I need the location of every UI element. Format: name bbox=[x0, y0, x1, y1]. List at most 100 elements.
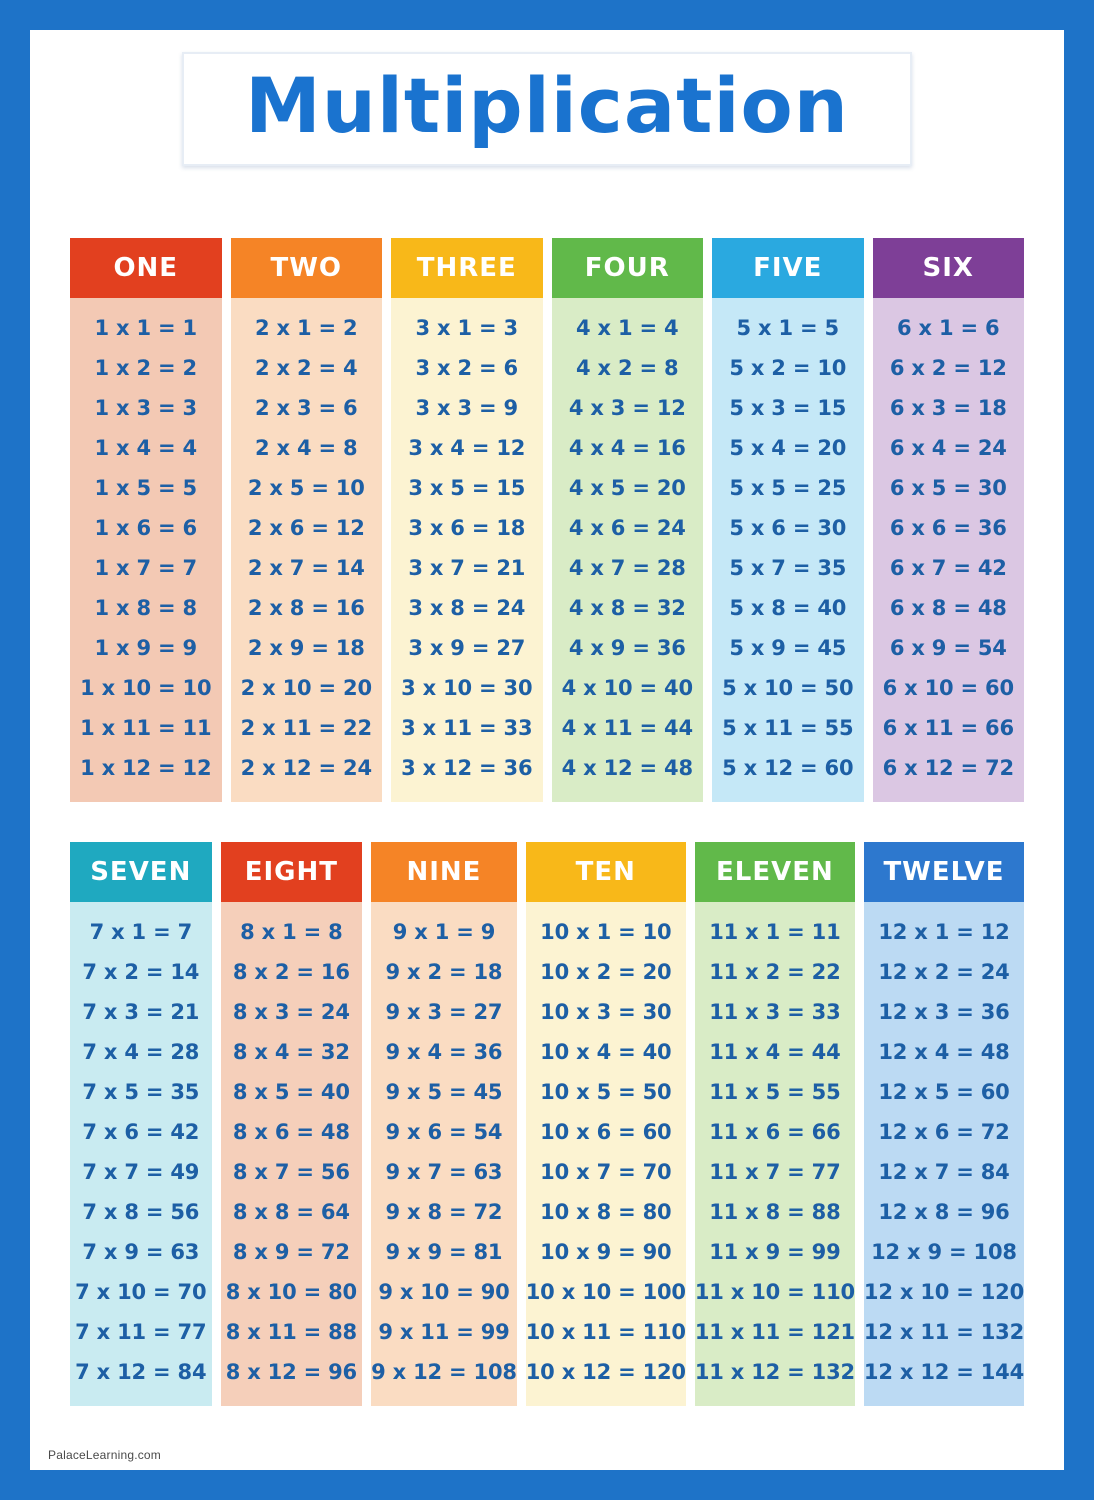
fact-row: 11 x 2 = 22 bbox=[709, 960, 841, 984]
fact-row: 1 x 8 = 8 bbox=[94, 596, 198, 620]
fact-row: 9 x 5 = 45 bbox=[385, 1080, 503, 1104]
fact-row: 7 x 1 = 7 bbox=[89, 920, 193, 944]
fact-row: 9 x 9 = 81 bbox=[385, 1240, 503, 1264]
fact-row: 1 x 10 = 10 bbox=[80, 676, 212, 700]
fact-row: 6 x 8 = 48 bbox=[889, 596, 1007, 620]
table-body-four: 4 x 1 = 4 4 x 2 = 8 4 x 3 = 12 4 x 4 = 16 4 … bbox=[551, 298, 703, 802]
fact-row: 5 x 10 = 50 bbox=[722, 676, 854, 700]
fact-row: 8 x 1 = 8 bbox=[240, 920, 343, 944]
fact-row: 7 x 5 = 35 bbox=[82, 1080, 200, 1104]
fact-row: 2 x 1 = 2 bbox=[255, 316, 358, 340]
fact-row: 10 x 11 = 110 bbox=[525, 1320, 686, 1344]
fact-row: 1 x 3 = 3 bbox=[94, 396, 198, 420]
fact-row: 9 x 10 = 90 bbox=[378, 1280, 510, 1304]
table-one: ONE 1 x 1 = 1 1 x 2 = 2 1 x 3 = 3 1 x 4 = 4 1… bbox=[70, 238, 222, 802]
table-eight: EIGHT 8 x 1 = 8 8 x 2 = 16 8 x 3 = 24 8 x 4 … bbox=[220, 842, 363, 1406]
fact-row: 12 x 12 = 144 bbox=[863, 1360, 1024, 1384]
fact-row: 12 x 7 = 84 bbox=[878, 1160, 1010, 1184]
table-header-three: THREE bbox=[391, 238, 543, 298]
fact-row: 10 x 9 = 90 bbox=[540, 1240, 672, 1264]
poster-paper: Multiplication ONE 1 x 1 = 1 1 x 2 = 2 1 x … bbox=[30, 30, 1064, 1470]
fact-row: 5 x 9 = 45 bbox=[729, 636, 847, 660]
fact-row: 5 x 6 = 30 bbox=[729, 516, 847, 540]
fact-row: 6 x 2 = 12 bbox=[889, 356, 1007, 380]
fact-row: 2 x 7 = 14 bbox=[247, 556, 365, 580]
fact-row: 2 x 9 = 18 bbox=[247, 636, 365, 660]
fact-row: 10 x 2 = 20 bbox=[540, 960, 672, 984]
fact-row: 11 x 3 = 33 bbox=[709, 1000, 841, 1024]
fact-row: 11 x 7 = 77 bbox=[709, 1160, 841, 1184]
fact-row: 5 x 3 = 15 bbox=[729, 396, 847, 420]
fact-row: 11 x 10 = 110 bbox=[694, 1280, 855, 1304]
fact-row: 8 x 4 = 32 bbox=[232, 1040, 350, 1064]
fact-row: 7 x 6 = 42 bbox=[82, 1120, 200, 1144]
fact-row: 5 x 4 = 20 bbox=[729, 436, 847, 460]
table-body-ten: 10 x 1 = 10 10 x 2 = 20 10 x 3 = 30 10 x 4 … bbox=[525, 902, 686, 1406]
fact-row: 2 x 10 = 20 bbox=[240, 676, 372, 700]
table-six: SIX 6 x 1 = 6 6 x 2 = 12 6 x 3 = 18 6 x 4 = … bbox=[872, 238, 1024, 802]
fact-row: 10 x 3 = 30 bbox=[540, 1000, 672, 1024]
fact-row: 6 x 6 = 36 bbox=[889, 516, 1007, 540]
fact-row: 11 x 9 = 99 bbox=[709, 1240, 841, 1264]
fact-row: 11 x 5 = 55 bbox=[709, 1080, 841, 1104]
fact-row: 10 x 10 = 100 bbox=[525, 1280, 686, 1304]
fact-row: 7 x 11 = 77 bbox=[75, 1320, 207, 1344]
fact-row: 2 x 8 = 16 bbox=[247, 596, 365, 620]
table-body-three: 3 x 1 = 3 3 x 2 = 6 3 x 3 = 9 3 x 4 = 12 3 x… bbox=[391, 298, 543, 802]
fact-row: 11 x 11 = 121 bbox=[694, 1320, 855, 1344]
fact-row: 1 x 4 = 4 bbox=[94, 436, 198, 460]
table-body-two: 2 x 1 = 2 2 x 2 = 4 2 x 3 = 6 2 x 4 = 8 2 x … bbox=[230, 298, 382, 802]
table-eleven: ELEVEN 11 x 1 = 11 11 x 2 = 22 11 x 3 = 33 1… bbox=[694, 842, 855, 1406]
fact-row: 11 x 1 = 11 bbox=[709, 920, 841, 944]
fact-row: 11 x 6 = 66 bbox=[709, 1120, 841, 1144]
fact-row: 3 x 11 = 33 bbox=[401, 716, 533, 740]
footer-credit: PalaceLearning.com bbox=[48, 1448, 162, 1462]
poster-title: Multiplication bbox=[245, 61, 849, 150]
fact-row: 4 x 7 = 28 bbox=[568, 556, 686, 580]
fact-row: 5 x 5 = 25 bbox=[729, 476, 847, 500]
fact-row: 4 x 4 = 16 bbox=[568, 436, 686, 460]
fact-row: 5 x 8 = 40 bbox=[729, 596, 847, 620]
fact-row: 10 x 4 = 40 bbox=[540, 1040, 672, 1064]
fact-row: 1 x 11 = 11 bbox=[80, 716, 212, 740]
fact-row: 1 x 7 = 7 bbox=[94, 556, 198, 580]
fact-row: 7 x 3 = 21 bbox=[82, 1000, 200, 1024]
fact-row: 12 x 6 = 72 bbox=[878, 1120, 1010, 1144]
fact-row: 12 x 4 = 48 bbox=[878, 1040, 1010, 1064]
fact-row: 2 x 12 = 24 bbox=[240, 756, 372, 780]
fact-row: 12 x 1 = 12 bbox=[878, 920, 1010, 944]
fact-row: 8 x 11 = 88 bbox=[225, 1320, 357, 1344]
fact-row: 3 x 7 = 21 bbox=[408, 556, 526, 580]
fact-row: 3 x 5 = 15 bbox=[408, 476, 526, 500]
fact-row: 12 x 3 = 36 bbox=[878, 1000, 1010, 1024]
table-four: FOUR 4 x 1 = 4 4 x 2 = 8 4 x 3 = 12 4 x 4 = … bbox=[551, 238, 703, 802]
fact-row: 6 x 1 = 6 bbox=[897, 316, 1000, 340]
table-five: FIVE 5 x 1 = 5 5 x 2 = 10 5 x 3 = 15 5 x 4 =… bbox=[712, 238, 864, 802]
table-header-ten: TEN bbox=[525, 842, 686, 902]
fact-row: 2 x 4 = 8 bbox=[255, 436, 358, 460]
fact-row: 8 x 2 = 16 bbox=[232, 960, 350, 984]
fact-row: 10 x 6 = 60 bbox=[540, 1120, 672, 1144]
fact-row: 10 x 1 = 10 bbox=[540, 920, 672, 944]
fact-row: 12 x 8 = 96 bbox=[878, 1200, 1010, 1224]
fact-row: 6 x 3 = 18 bbox=[889, 396, 1007, 420]
table-body-nine: 9 x 1 = 9 9 x 2 = 18 9 x 3 = 27 9 x 4 = 36 9… bbox=[371, 902, 517, 1406]
fact-row: 7 x 2 = 14 bbox=[82, 960, 200, 984]
table-header-one: ONE bbox=[70, 238, 222, 298]
fact-row: 10 x 8 = 80 bbox=[540, 1200, 672, 1224]
fact-row: 4 x 9 = 36 bbox=[568, 636, 686, 660]
fact-row: 7 x 8 = 56 bbox=[82, 1200, 200, 1224]
fact-row: 1 x 5 = 5 bbox=[94, 476, 198, 500]
fact-row: 9 x 6 = 54 bbox=[385, 1120, 503, 1144]
fact-row: 8 x 12 = 96 bbox=[225, 1360, 357, 1384]
table-header-four: FOUR bbox=[551, 238, 703, 298]
table-header-six: SIX bbox=[872, 238, 1024, 298]
fact-row: 1 x 2 = 2 bbox=[94, 356, 198, 380]
fact-row: 7 x 4 = 28 bbox=[82, 1040, 200, 1064]
fact-row: 3 x 1 = 3 bbox=[415, 316, 519, 340]
fact-row: 1 x 1 = 1 bbox=[94, 316, 198, 340]
fact-row: 3 x 9 = 27 bbox=[408, 636, 526, 660]
fact-row: 3 x 8 = 24 bbox=[408, 596, 526, 620]
fact-row: 11 x 12 = 132 bbox=[694, 1360, 855, 1384]
fact-row: 8 x 7 = 56 bbox=[232, 1160, 350, 1184]
